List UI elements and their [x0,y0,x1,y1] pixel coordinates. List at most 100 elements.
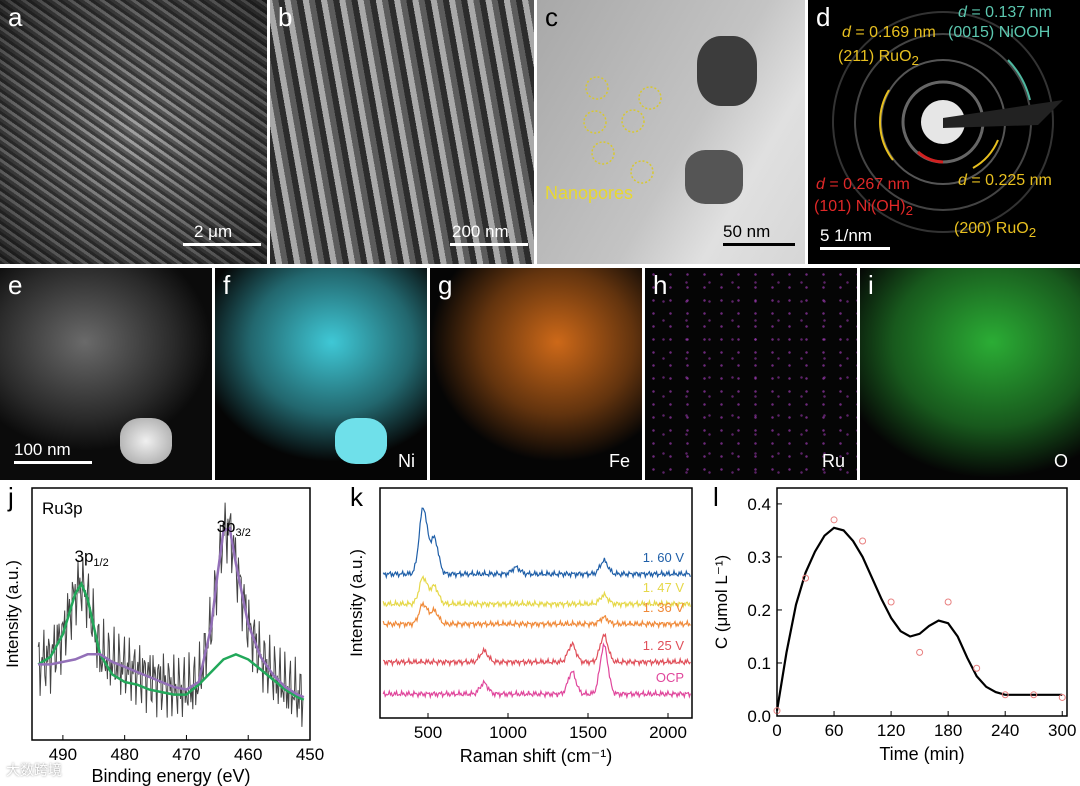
particle [697,36,757,106]
element-label: Ru [821,451,845,471]
y-tick-label: 0.3 [747,548,771,567]
bright-particle [120,418,172,464]
nanopore-circles [583,76,662,184]
fit-line-fit_3p32 [38,526,305,699]
spectrum-line-1 [382,574,691,610]
data-point [802,574,810,582]
haadf-image [0,268,212,480]
data-point [830,516,838,524]
spectrum-line-0 [382,507,691,580]
x-tick-label: 2000 [649,723,687,742]
nioh-d-annotation: d = 0.267 nm [816,176,910,193]
scale-bar [820,247,890,250]
data-point [887,598,895,606]
ni-map [215,268,427,480]
element-label: Ni [398,451,415,471]
x-tick-label: 490 [49,745,77,764]
watermark: 大数跨境 [6,762,62,778]
panel-j: 490 480 470 460 450 Binding energy (eV) Intens… [0,482,340,786]
panel-h: h Ru [645,268,857,480]
raman-chart: 1. 60 V 1. 47 V 1. 36 V 1. 25 V OCP 500 1000 15… [347,487,693,766]
scale-label: 200 nm [452,222,509,241]
spectrum-line-4 [382,642,691,700]
x-tick-label: 1000 [489,723,527,742]
element-label: O [1053,451,1068,471]
ruo2-211-plane-annotation: (211) RuO2 [838,48,919,69]
x-tick-label: 500 [414,723,442,742]
ni-particle [335,418,387,464]
fit-curve [775,526,1063,711]
fe-map [430,268,642,480]
nanopores-label: Nanopores [545,183,634,203]
plot-frame [776,487,1068,717]
element-label: Fe [608,451,630,471]
panel-c: Nanopores c 50 nm [537,0,805,264]
scale-bar [14,461,92,464]
o-map [860,268,1080,480]
series-label: 1. 60 V [643,550,685,565]
sem-image-high-mag [270,0,534,264]
spectrum-title: Ru3p [42,499,83,518]
data-point [973,664,981,672]
panel-letter: e [8,270,23,300]
y-tick-label: 0.2 [747,601,771,620]
x-tick-label: 60 [825,721,844,740]
panel-letter: c [545,2,558,32]
x-axis-label: Time (min) [879,744,964,764]
spectrum-line-2 [382,600,691,630]
plot-frame [379,487,693,719]
scale-bar [723,243,795,246]
panel-letter: i [868,270,874,300]
panel-l: 0 60 120 180 240 300 0.0 0.1 0.2 0.3 0.4 Time (min)… [705,482,1080,786]
y-axis-label: C (μmol L⁻¹) [712,555,731,649]
scale-label: 100 nm [14,440,71,459]
plot-frame [31,487,311,741]
panel-letter: g [438,270,453,300]
data-point [1001,691,1009,699]
raw-spectrum [37,502,304,727]
series-label: 1. 47 V [643,580,685,595]
panel-a: a 2 μm [0,0,267,264]
panel-e: e 100 nm [0,268,212,480]
ruo2-200-d-annotation: d = 0.225 nm [958,172,1052,189]
x-tick-label: 470 [172,745,200,764]
concentration-chart: 0 60 120 180 240 300 0.0 0.1 0.2 0.3 0.4 Time (min)… [712,487,1076,764]
x-tick-label: 0 [772,721,781,740]
peak-label: 3p1/2 [75,547,109,569]
y-axis-label: Intensity (a.u.) [3,560,22,668]
data-point [916,648,924,656]
panel-letter: l [713,482,719,512]
panel-letter: j [8,482,14,512]
tem-image [537,0,805,264]
x-axis-label: Binding energy (eV) [91,766,250,786]
series-label: 1. 25 V [643,638,685,653]
x-tick-label: 240 [991,721,1019,740]
data-point [859,537,867,545]
scale-label: 5 1/nm [820,226,872,245]
panel-letter: a [8,2,23,32]
x-tick-label: 1500 [569,723,607,742]
panel-f: f Ni [215,268,427,480]
niooh-d-annotation: d = 0.137 nm [958,4,1052,21]
y-tick-label: 0.1 [747,654,771,673]
series-label: 1. 36 V [643,600,685,615]
scale-bar [183,243,261,246]
x-axis-label: Raman shift (cm⁻¹) [460,746,613,766]
y-tick-label: 0.4 [747,495,771,514]
y-axis-label: Intensity (a.u.) [347,549,366,657]
panel-letter: b [278,2,293,32]
x-tick-label: 480 [110,745,138,764]
scale-label: 2 μm [194,222,233,241]
panel-b: b 200 nm [270,0,534,264]
spectrum-line-3 [383,632,691,668]
panel-g: g Fe [430,268,642,480]
ru-map [645,268,857,480]
y-tick-label: 0.0 [747,707,771,726]
panel-k: 1. 60 V 1. 47 V 1. 36 V 1. 25 V OCP 500 1000 15… [342,482,702,786]
niooh-plane-annotation: (0015) NiOOH [948,24,1051,41]
peak-label: 3p3/2 [217,517,251,539]
particle [685,150,743,204]
data-point [1030,691,1038,699]
panel-letter: h [653,270,668,300]
scale-bar [450,243,528,246]
